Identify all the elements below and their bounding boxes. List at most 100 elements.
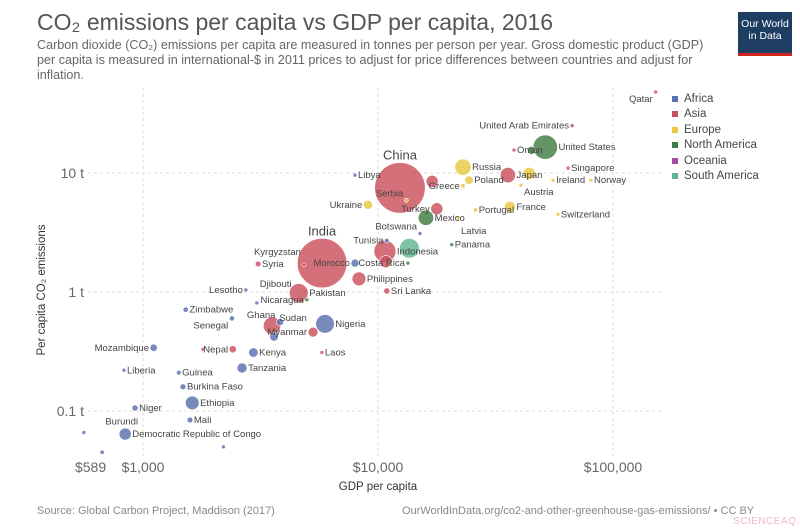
data-point [374,162,426,214]
legend: Africa Asia Europe North America Oceania Sout… [672,91,759,184]
data-point [565,165,571,171]
point-label: Ghana [247,310,276,321]
data-point [121,367,127,373]
data-point [473,207,479,213]
point-label: Sri Lanka [391,286,432,297]
point-label: Ireland [556,175,585,186]
chart-title: CO₂ emissions per capita vs GDP per capi… [37,9,554,35]
point-label: Singapore [571,163,614,174]
y-tick-label: 10 t [61,165,84,181]
data-point [425,175,439,188]
legend-item[interactable]: Oceania [672,153,759,169]
data-point [527,145,536,155]
point-label: Poland [474,175,504,186]
data-point [417,209,434,226]
point-label: United States [558,142,615,153]
data-point [499,167,516,184]
legend-item[interactable]: North America [672,138,759,154]
legend-swatch [672,157,678,164]
legend-item[interactable]: Africa [672,91,759,107]
point-label: Russia [472,162,502,173]
data-point [99,449,105,455]
point-label: Morocco [314,258,350,269]
point-label: Mexico [435,213,465,224]
legend-swatch [672,95,678,102]
point-label: Liberia [127,365,156,376]
data-point [460,183,466,189]
legend-item[interactable]: Europe [672,122,759,138]
point-label: Tunisia [353,236,384,247]
source-url-link[interactable]: OurWorldInData.org/co2-and-other-greenho… [402,505,755,517]
data-point [179,383,187,390]
legend-label: Africa [684,92,714,105]
point-label: Costa Rica [358,258,405,269]
point-label: Sudan [279,313,306,324]
point-label: Tanzania [248,363,287,374]
data-point [455,215,461,221]
point-label: Indonesia [397,246,439,257]
legend-item[interactable]: South America [672,169,759,185]
data-point [149,343,158,352]
data-point [228,315,235,322]
data-point [518,182,524,188]
point-label: Austria [524,187,554,198]
point-label: Japan [517,170,543,181]
data-point [269,332,279,342]
y-tick-label: 0.1 t [57,403,84,419]
point-label: Pakistan [309,288,345,299]
data-point [555,211,561,217]
point-label: Democratic Republic of Congo [132,429,261,440]
data-point [653,89,659,95]
data-point [200,346,206,352]
data-point [550,177,556,183]
data-point [379,255,393,269]
point-label: Senegal [193,320,228,331]
data-point [430,202,444,216]
point-label: Portugal [479,205,514,216]
point-label: Ukraine [330,200,363,211]
point-label: Philippines [367,274,413,285]
watermark: SCIENCEAQ.COM [733,516,800,527]
x-tick-label: $10,000 [353,459,404,475]
legend-item[interactable]: Asia [672,107,759,123]
legend-label: Asia [684,108,707,121]
data-point [454,158,472,176]
legend-label: Oceania [684,154,727,167]
data-point [185,395,200,411]
data-point [363,199,373,210]
data-point [186,416,194,424]
data-point [236,362,248,374]
data-point [243,287,249,293]
data-point [254,300,260,306]
point-label: Kenya [259,348,287,359]
point-label: Myanmar [267,327,307,338]
x-tick-label: $589 [75,459,106,475]
point-label: France [516,202,546,213]
data-point [569,123,575,129]
data-point [81,430,87,435]
data-point [118,427,132,441]
point-label: Lesotho [209,285,243,296]
data-point [352,172,358,178]
point-label: United Arab Emirates [479,121,569,132]
data-point [405,260,411,266]
data-point [304,297,310,303]
legend-swatch [672,126,678,133]
x-tick-label: $1,000 [122,459,165,475]
legend-swatch [672,173,678,180]
data-point [248,347,259,358]
point-label: Turkey [401,204,430,215]
data-point [254,260,262,268]
point-label: China [383,148,418,163]
point-label: Zimbabwe [189,305,233,316]
data-point [350,258,360,268]
point-label: Laos [325,348,346,359]
y-axis-label: Per capita CO₂ emissions [36,224,48,355]
point-label: Oman [517,145,543,156]
data-point [176,370,182,376]
point-label: Qatar [629,94,653,105]
point-label: Serbia [376,188,404,199]
owid-logo[interactable]: Our World in Data [738,12,792,56]
point-label: Panama [455,240,491,251]
data-point [228,345,237,354]
